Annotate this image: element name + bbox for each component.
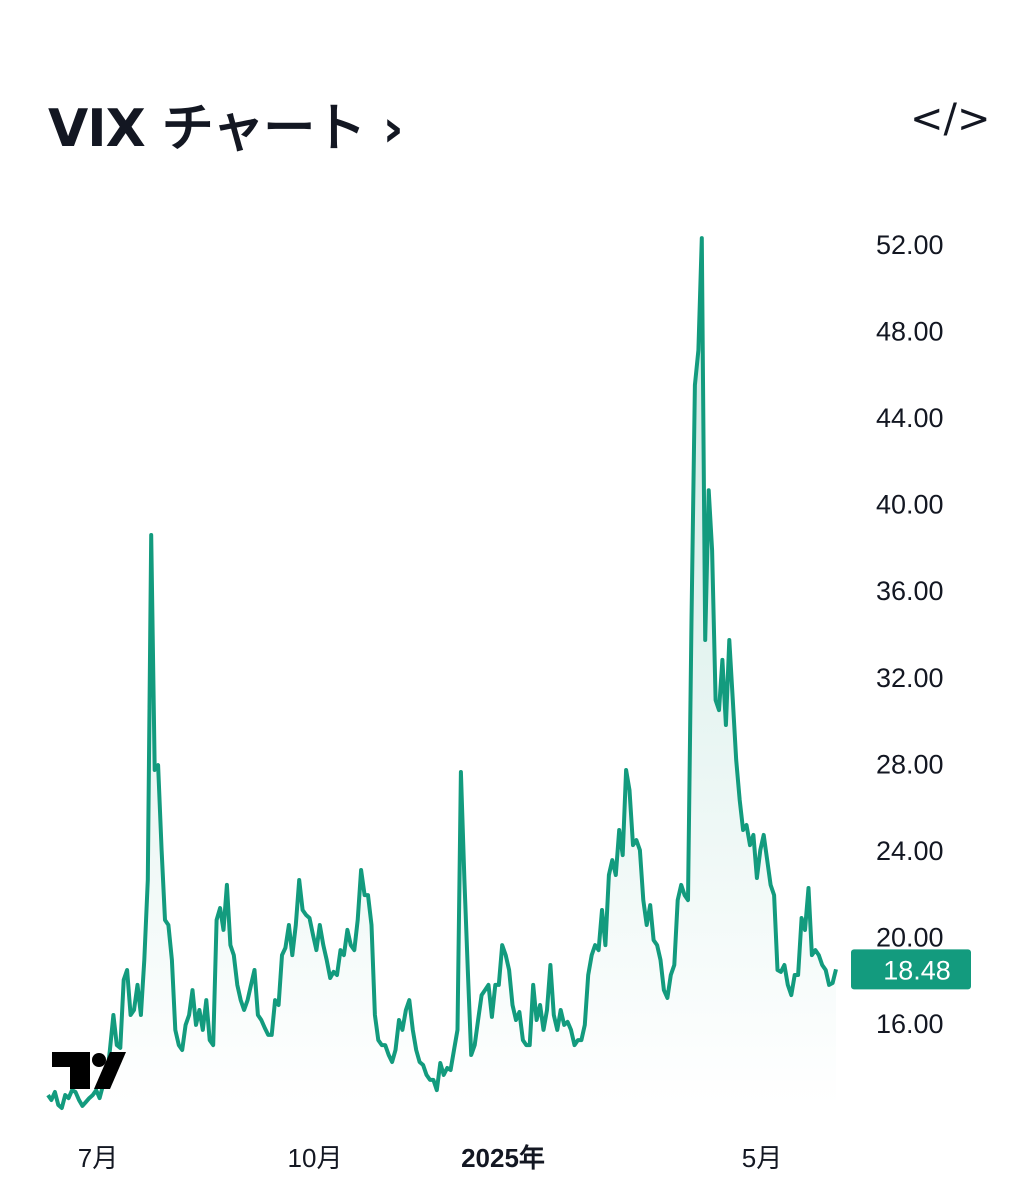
x-tick-label: 5月 — [742, 1143, 782, 1173]
x-tick-label: 10月 — [288, 1143, 343, 1173]
y-tick-label: 20.00 — [876, 922, 944, 952]
y-tick-label: 48.00 — [876, 317, 944, 347]
x-tick-label: 2025年 — [461, 1143, 545, 1173]
y-tick-label: 52.00 — [876, 230, 944, 260]
series-line — [46, 236, 838, 1110]
y-tick-label: 16.00 — [876, 1009, 944, 1039]
y-tick-label: 44.00 — [876, 403, 944, 433]
code-embed-icon[interactable]: </> — [910, 96, 991, 142]
last-price-badge: 18.48 — [851, 949, 971, 990]
chevron-right-icon: › — [382, 99, 403, 159]
x-tick-label: 7月 — [78, 1143, 118, 1173]
area-fill — [48, 238, 836, 1109]
y-tick-label: 36.00 — [876, 576, 944, 606]
y-tick-label: 24.00 — [876, 836, 944, 866]
y-tick-label: 28.00 — [876, 749, 944, 779]
chart-title: VIX チャート — [48, 99, 366, 159]
chart-title-link[interactable]: VIX チャート › — [48, 86, 404, 161]
y-tick-label: 40.00 — [876, 490, 944, 520]
tradingview-logo-icon[interactable] — [52, 1052, 126, 1089]
y-tick-label: 32.00 — [876, 663, 944, 693]
last-price-label: 18.48 — [883, 955, 951, 985]
